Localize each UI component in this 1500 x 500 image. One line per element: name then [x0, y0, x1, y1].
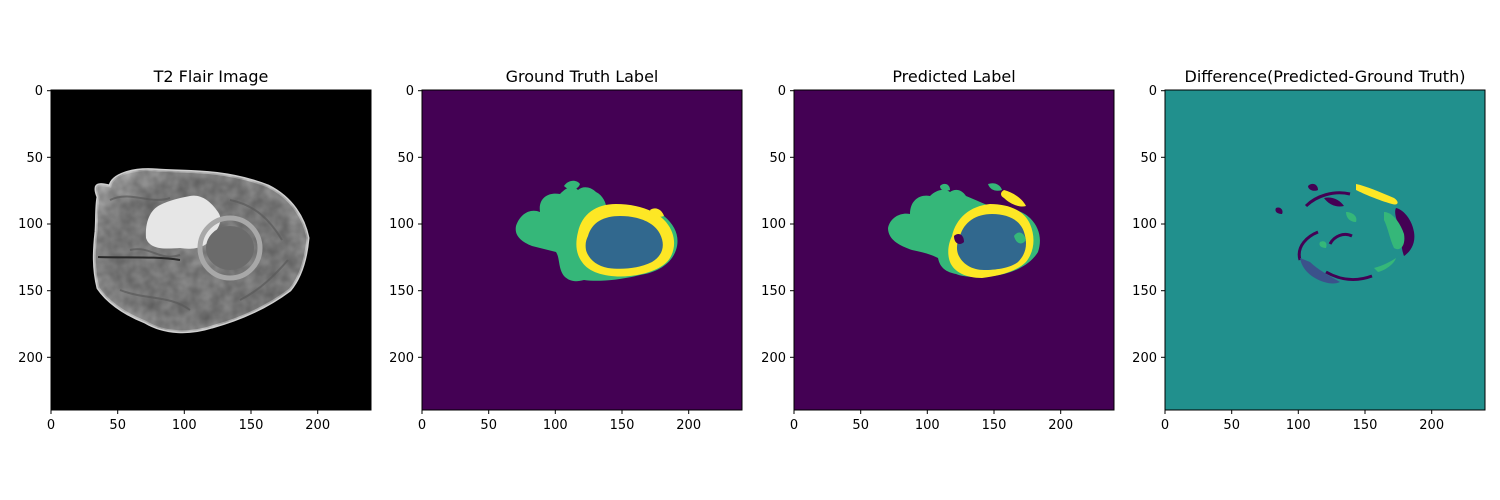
y-tick-label: 200 — [761, 351, 786, 366]
y-tick-label: 200 — [1132, 351, 1157, 366]
label-map — [515, 180, 678, 282]
x-tick-label: 50 — [1223, 418, 1240, 433]
y-tick-label: 0 — [778, 84, 786, 99]
x-tick-label: 50 — [852, 418, 869, 433]
label-map — [888, 183, 1040, 278]
x-tick-label: 0 — [418, 418, 426, 433]
image-area — [50, 89, 372, 411]
x-tick-label: 0 — [790, 418, 798, 433]
y-tick-label: 0 — [35, 84, 43, 99]
panel-title: T2 Flair Image — [153, 67, 269, 86]
panel-difference: Difference(Predicted-Ground Truth) — [1132, 67, 1486, 433]
x-tick-label: 0 — [1161, 418, 1169, 433]
y-tick-label: 100 — [18, 217, 43, 232]
x-axis: 0 50 100 150 200 — [418, 410, 701, 433]
y-axis: 0 50 100 150 200 — [761, 84, 794, 366]
x-tick-label: 150 — [982, 418, 1007, 433]
x-tick-label: 200 — [1048, 418, 1073, 433]
x-tick-label: 50 — [480, 418, 497, 433]
y-tick-label: 150 — [761, 284, 786, 299]
image-background — [1165, 90, 1485, 410]
panel-title: Ground Truth Label — [506, 67, 659, 86]
y-tick-label: 200 — [389, 351, 414, 366]
x-tick-label: 150 — [610, 418, 635, 433]
x-axis: 0 50 100 150 200 — [47, 410, 330, 433]
panel-t2-flair: T2 Flair Image 0 50 100 150 2 — [18, 67, 372, 433]
axes-frame — [421, 89, 743, 411]
brain-slice — [92, 168, 310, 334]
y-tick-label: 100 — [389, 217, 414, 232]
panel-title: Difference(Predicted-Ground Truth) — [1185, 67, 1466, 86]
y-tick-label: 150 — [389, 284, 414, 299]
y-tick-label: 100 — [1132, 217, 1157, 232]
x-tick-label: 100 — [915, 418, 940, 433]
image-area — [421, 89, 743, 411]
x-tick-label: 50 — [109, 418, 126, 433]
panel-ground-truth: Ground Truth Label 0 50 100 150 200 — [389, 67, 743, 433]
y-tick-label: 50 — [26, 151, 43, 166]
x-axis: 0 50 100 150 200 — [1161, 410, 1444, 433]
y-axis: 0 50 100 150 200 — [18, 84, 51, 366]
y-axis: 0 50 100 150 200 — [389, 84, 422, 366]
y-tick-label: 0 — [406, 84, 414, 99]
x-tick-label: 100 — [543, 418, 568, 433]
x-axis: 0 50 100 150 200 — [790, 410, 1073, 433]
x-tick-label: 100 — [172, 418, 197, 433]
panel-predicted: Predicted Label 0 50 100 1 — [761, 67, 1115, 433]
y-tick-label: 0 — [1149, 84, 1157, 99]
x-tick-label: 200 — [305, 418, 330, 433]
x-tick-label: 0 — [47, 418, 55, 433]
x-tick-label: 200 — [676, 418, 701, 433]
y-tick-label: 200 — [18, 351, 43, 366]
x-tick-label: 100 — [1286, 418, 1311, 433]
x-tick-label: 150 — [1353, 418, 1378, 433]
axes-frame — [50, 89, 372, 411]
y-tick-label: 150 — [18, 284, 43, 299]
image-area — [1164, 89, 1486, 411]
panel-title: Predicted Label — [892, 67, 1015, 86]
y-tick-label: 50 — [397, 151, 414, 166]
image-area — [793, 89, 1115, 411]
x-tick-label: 150 — [239, 418, 264, 433]
axes-frame — [1164, 89, 1486, 411]
axes-frame — [793, 89, 1115, 411]
x-tick-label: 200 — [1419, 418, 1444, 433]
y-axis: 0 50 100 150 200 — [1132, 84, 1165, 366]
y-tick-label: 100 — [761, 217, 786, 232]
necrotic-core — [956, 214, 1026, 270]
difference-map — [1275, 183, 1415, 284]
y-tick-label: 50 — [1140, 151, 1157, 166]
necrotic-core — [585, 216, 663, 269]
y-tick-label: 150 — [1132, 284, 1157, 299]
y-tick-label: 50 — [769, 151, 786, 166]
